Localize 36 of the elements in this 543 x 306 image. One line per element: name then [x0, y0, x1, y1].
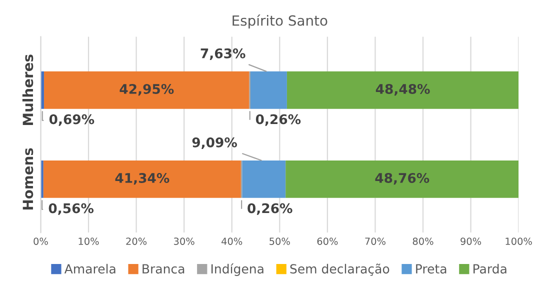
bar [242, 160, 286, 198]
bar [44, 71, 250, 109]
data-label: 42,95% [120, 84, 174, 96]
chart-title: Espírito Santo [232, 14, 328, 28]
data-label: 48,76% [375, 172, 430, 185]
x-tick-label: 10% [78, 238, 99, 245]
data-label: 0,56% [48, 203, 94, 215]
x-tick-label: 40% [222, 238, 242, 245]
legend-label: Parda [474, 264, 506, 274]
x-tick-label: 100% [506, 238, 532, 245]
x-tick-label: 60% [317, 238, 338, 245]
bar [43, 160, 241, 198]
legend-label: Branca [142, 264, 184, 274]
x-tick-label: 70% [365, 238, 386, 245]
legend-label: Amarela [64, 264, 116, 274]
data-label: 7,63% [200, 48, 246, 60]
x-tick-label: 20% [126, 238, 147, 245]
legend-label: Preta [416, 264, 446, 274]
data-label: 0,26% [248, 203, 292, 215]
bar [286, 160, 519, 198]
x-tick-label: 0% [34, 238, 48, 245]
legend-label: Sem declaração [290, 264, 390, 276]
x-tick-label: 90% [460, 238, 482, 245]
data-label: 0,69% [49, 114, 94, 126]
bar [286, 71, 519, 109]
bar [250, 71, 287, 109]
x-tick-label: 80% [412, 238, 434, 245]
x-tick-label: 50% [270, 238, 290, 245]
y-tick-label: Mulheres [22, 54, 34, 126]
data-label: 41,34% [115, 172, 170, 185]
legend-label: Indígena [211, 263, 264, 276]
data-label: 0,26% [256, 114, 301, 126]
data-label: 48,48% [376, 84, 430, 96]
x-tick-label: 30% [174, 238, 194, 245]
y-tick-label: Homens [22, 148, 34, 210]
data-label: 9,09% [192, 137, 237, 150]
